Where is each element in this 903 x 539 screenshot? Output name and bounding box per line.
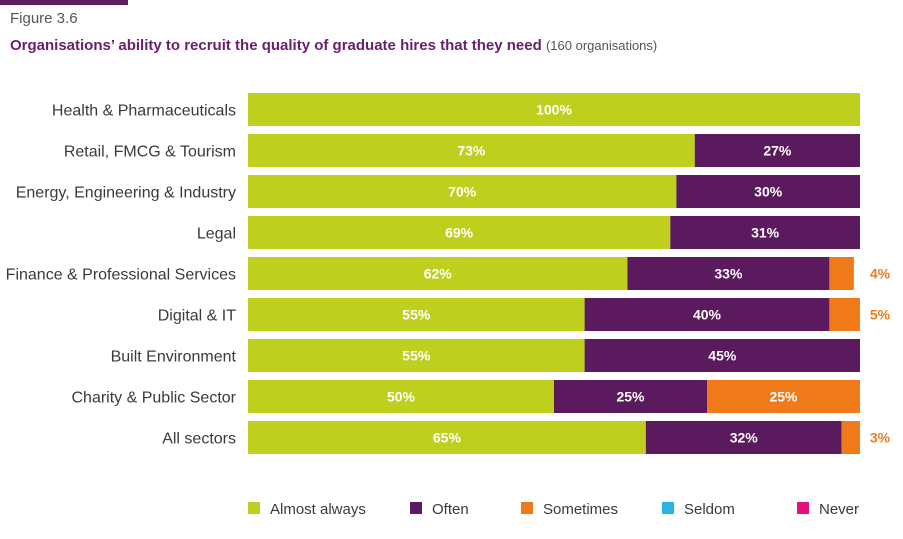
data-label: 55% — [402, 307, 431, 323]
figure-number: Figure 3.6 — [10, 10, 78, 27]
bar-segment — [248, 298, 585, 331]
category-label: Legal — [197, 226, 236, 243]
data-label: 3% — [870, 430, 891, 446]
data-label: 25% — [769, 389, 798, 405]
data-label: 55% — [402, 348, 431, 364]
bar-segment — [248, 216, 671, 249]
data-label: 33% — [714, 266, 743, 282]
chart-subtitle: (160 organisations) — [545, 38, 658, 53]
category-label: Health & Pharmaceuticals — [52, 103, 236, 120]
data-label: 73% — [457, 143, 486, 159]
data-label: 32% — [730, 430, 759, 446]
top-rule — [0, 0, 128, 5]
bar-segment — [554, 380, 707, 413]
legend-label: Sometimes — [543, 501, 618, 518]
legend-swatch — [797, 502, 809, 514]
bar-segment — [694, 134, 860, 167]
category-label: Digital & IT — [158, 308, 236, 325]
bar-segment — [248, 257, 628, 290]
bar-segment — [707, 380, 860, 413]
legend-swatch — [410, 502, 422, 514]
data-label: 4% — [870, 266, 891, 282]
data-label: 100% — [536, 102, 572, 118]
category-label: Finance & Professional Services — [6, 267, 236, 284]
legend-swatch — [521, 502, 533, 514]
bar-segment — [248, 421, 646, 454]
data-label: 70% — [448, 184, 477, 200]
bar-segment — [841, 421, 860, 454]
bar-segment — [584, 339, 860, 372]
bar-segment — [670, 216, 860, 249]
bar-segment — [676, 175, 860, 208]
legend-label: Almost always — [270, 501, 366, 518]
category-label: Built Environment — [111, 349, 237, 366]
legend-swatch — [248, 502, 260, 514]
legend-label: Often — [432, 501, 469, 518]
bar-segment — [248, 134, 695, 167]
chart-title-text: Organisations’ ability to recruit the qu… — [10, 37, 542, 54]
category-label: Retail, FMCG & Tourism — [64, 144, 236, 161]
bar-segment — [627, 257, 830, 290]
data-label: 40% — [693, 307, 722, 323]
data-label: 30% — [754, 184, 783, 200]
data-label: 62% — [424, 266, 453, 282]
data-label: 5% — [870, 307, 891, 323]
category-label: All sectors — [162, 431, 236, 448]
category-label: Charity & Public Sector — [71, 390, 236, 407]
bar-segment — [829, 257, 854, 290]
bar-segment — [584, 298, 830, 331]
bar-segment — [829, 298, 860, 331]
data-label: 69% — [445, 225, 474, 241]
data-label: 65% — [433, 430, 462, 446]
bar-segment — [248, 380, 554, 413]
legend-label: Seldom — [684, 501, 735, 518]
data-label: 27% — [763, 143, 792, 159]
data-label: 50% — [387, 389, 416, 405]
bar-segment — [248, 175, 677, 208]
data-label: 45% — [708, 348, 737, 364]
bar-segment — [645, 421, 842, 454]
legend-swatch — [662, 502, 674, 514]
data-label: 25% — [616, 389, 645, 405]
chart-title: Organisations’ ability to recruit the qu… — [10, 37, 657, 54]
category-label: Energy, Engineering & Industry — [16, 185, 236, 202]
data-label: 31% — [751, 225, 780, 241]
legend-label: Never — [819, 501, 859, 518]
bar-segment — [248, 339, 585, 372]
bar-segment — [248, 93, 860, 126]
